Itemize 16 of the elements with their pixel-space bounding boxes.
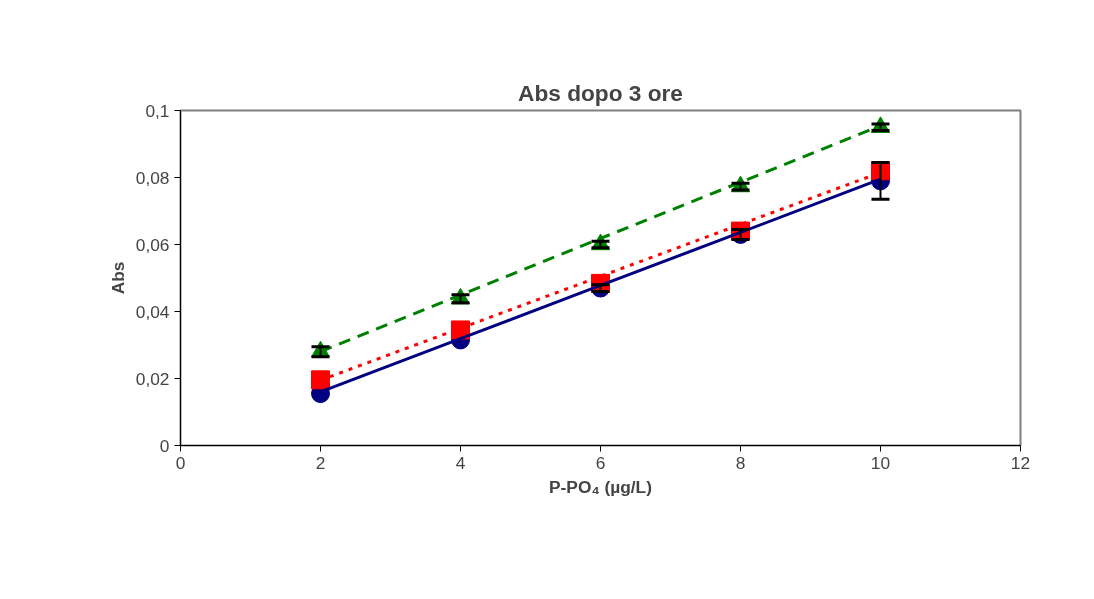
y-tick-label: 0,06 [135,234,170,255]
x-tick-label: 4 [455,452,466,473]
x-tick-label: 0 [175,452,186,473]
x-tick-label: 2 [315,452,326,473]
y-axis-title: Abs [107,261,128,295]
y-tick-label: 0,04 [135,301,170,322]
y-tick-label: 0 [159,435,170,456]
chart-title: Abs dopo 3 ore [518,79,683,106]
y-tick-label: 0,08 [135,167,170,188]
x-tick-label: 6 [595,452,606,473]
x-axis-title: P-PO₄ (µg/L) [549,476,652,497]
y-tick-label: 0,02 [135,368,170,389]
y-tick-label: 0,1 [145,100,170,121]
x-tick-label: 12 [1010,452,1031,473]
x-tick-label: 10 [870,452,891,473]
x-tick-label: 8 [735,452,746,473]
